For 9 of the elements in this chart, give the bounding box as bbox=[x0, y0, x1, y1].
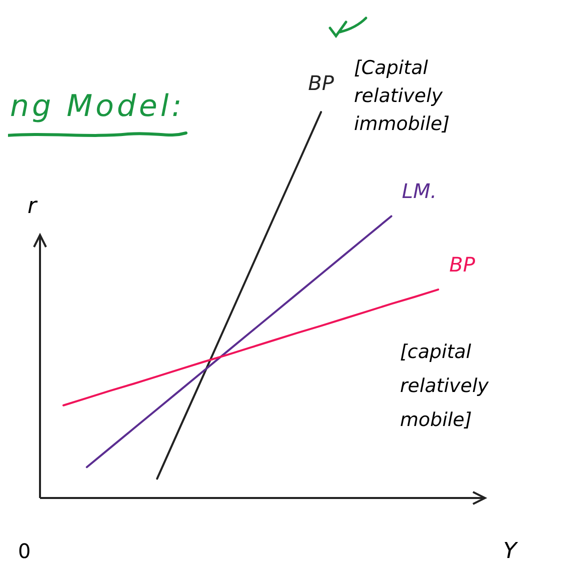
text: 0 bbox=[18, 539, 31, 563]
y-axis-title: r bbox=[27, 194, 38, 219]
series-label: BP bbox=[449, 252, 476, 277]
annotation: [capital relatively mobile] bbox=[400, 341, 490, 431]
annotation: [Capital relatively immobile] bbox=[354, 57, 450, 135]
series-label: BP bbox=[308, 71, 335, 95]
x-axis-title: Y bbox=[503, 539, 518, 564]
series-label: LM. bbox=[402, 179, 437, 204]
chart-title: ng Model: bbox=[10, 89, 185, 124]
